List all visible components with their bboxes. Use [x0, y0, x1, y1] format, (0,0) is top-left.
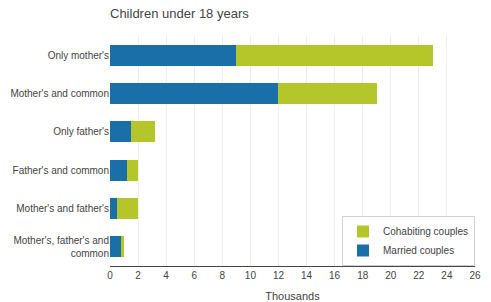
- svg-text:Mother's and father's: Mother's and father's: [16, 203, 109, 214]
- svg-text:16: 16: [329, 270, 341, 281]
- svg-text:Father's and common: Father's and common: [13, 165, 109, 176]
- svg-text:Only father's: Only father's: [53, 126, 109, 137]
- svg-text:Married couples: Married couples: [383, 245, 454, 256]
- svg-text:8: 8: [220, 270, 226, 281]
- svg-text:0: 0: [107, 270, 113, 281]
- svg-text:Mother's, father's andcommon: Mother's, father's andcommon: [13, 235, 109, 259]
- svg-text:24: 24: [441, 270, 453, 281]
- svg-text:18: 18: [357, 270, 369, 281]
- svg-text:12: 12: [273, 270, 285, 281]
- svg-text:Children under 18 years: Children under 18 years: [110, 6, 249, 21]
- svg-text:Mother's and common: Mother's and common: [10, 88, 109, 99]
- svg-text:2: 2: [135, 270, 141, 281]
- svg-text:4: 4: [163, 270, 169, 281]
- svg-text:14: 14: [301, 270, 313, 281]
- svg-text:Only mother's: Only mother's: [48, 50, 109, 61]
- svg-text:10: 10: [245, 270, 257, 281]
- svg-text:Thousands: Thousands: [265, 290, 320, 302]
- svg-text:Cohabiting couples: Cohabiting couples: [383, 226, 468, 237]
- svg-text:26: 26: [469, 270, 481, 281]
- svg-text:20: 20: [385, 270, 397, 281]
- svg-text:6: 6: [191, 270, 197, 281]
- svg-text:22: 22: [413, 270, 425, 281]
